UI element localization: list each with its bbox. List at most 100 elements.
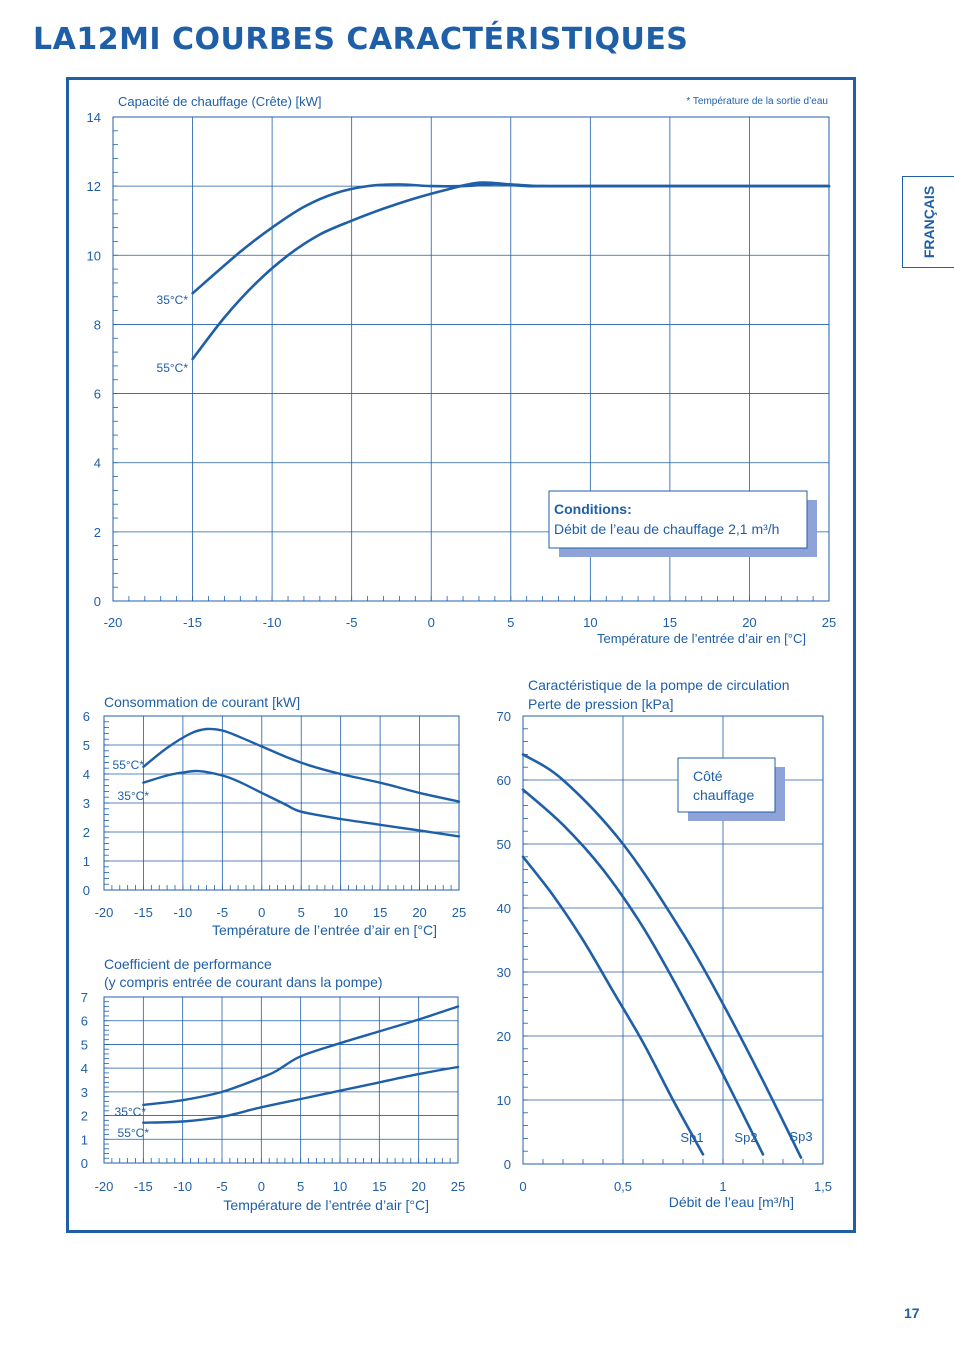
x-tick-label: 1,5: [814, 1179, 832, 1194]
x-tick-label: -20: [95, 905, 114, 920]
x-tick-label: 10: [333, 905, 347, 920]
x-tick-label: 0: [519, 1179, 526, 1194]
y-tick-label: 0: [504, 1157, 511, 1172]
x-tick-label: 5: [298, 905, 305, 920]
x-tick-label: 20: [412, 905, 426, 920]
chart-2: -20 -15 -10 -5 0 5 10 15 20 25 0 1 2 3 4 5 6 Consommation…: [83, 694, 466, 938]
y-tick-label: 0: [83, 883, 90, 898]
y-tick-label: 50: [497, 837, 511, 852]
y-tick-label: 40: [497, 901, 511, 916]
series-label: Sp1: [680, 1130, 703, 1145]
y-tick-label: 2: [83, 825, 90, 840]
y-tick-label: 6: [83, 709, 90, 724]
x-tick-label: 25: [452, 905, 466, 920]
x-tick-label: -15: [183, 615, 202, 630]
series-line-55c: [142, 1065, 460, 1124]
chart-frame: [66, 77, 856, 1233]
x-axis-label: Température de l’entrée d’air en [°C]: [597, 631, 806, 646]
series-label: 35°C*: [157, 293, 189, 307]
x-tick-label: 10: [583, 615, 597, 630]
y-tick-label: 4: [81, 1061, 88, 1076]
y-tick-label: 8: [94, 317, 101, 332]
series-label: 55°C*: [118, 1126, 150, 1140]
y-tick-label: 5: [81, 1037, 88, 1052]
info-box: [677, 757, 776, 813]
x-tick-label: 10: [333, 1179, 347, 1194]
series-label: Sp2: [734, 1130, 757, 1145]
y-tick-label: 1: [83, 854, 90, 869]
info-box: [548, 490, 808, 549]
y-tick-label: 70: [497, 709, 511, 724]
chart-subtitle: (y compris entrée de courant dans la pom…: [104, 974, 383, 990]
series-line-35c: [142, 1005, 460, 1107]
x-tick-label: -10: [173, 905, 192, 920]
x-tick-label: -10: [173, 1179, 192, 1194]
y-tick-label: 10: [497, 1093, 511, 1108]
page-title: LA12MI COURBES CARACTÉRISTIQUES: [33, 22, 689, 57]
y-tick-label: 7: [81, 990, 88, 1005]
x-axis-label: Température de l’entrée d’air [°C]: [223, 1197, 429, 1213]
series-line-55c: [142, 727, 461, 803]
page-number: 17: [904, 1305, 920, 1321]
y-tick-label: 12: [87, 179, 101, 194]
y-tick-label: 4: [83, 767, 90, 782]
y-tick-label: 0: [94, 594, 101, 609]
language-tab: FRANÇAIS: [902, 176, 954, 268]
x-tick-label: -10: [263, 615, 282, 630]
y-tick-label: 60: [497, 773, 511, 788]
y-tick-label: 6: [81, 1014, 88, 1029]
x-tick-label: -15: [134, 905, 153, 920]
conditions-text: Débit de l’eau de chauffage 2,1 m³/h: [554, 521, 779, 537]
x-tick-label: 1: [719, 1179, 726, 1194]
series-line-sp2: [521, 788, 765, 1156]
y-tick-label: 30: [497, 965, 511, 980]
y-tick-label: 3: [83, 796, 90, 811]
y-tick-label: 5: [83, 738, 90, 753]
x-tick-label: -15: [134, 1179, 153, 1194]
x-axis-label: Débit de l’eau [m³/h]: [669, 1194, 794, 1210]
series-label: 55°C*: [113, 758, 145, 772]
y-tick-label: 14: [87, 110, 101, 125]
chart-4: 0 0,5 1 1,5 0 10 20 30 40 50 60 70 Caractéristique d…: [497, 677, 833, 1210]
x-tick-label: -5: [216, 1179, 228, 1194]
x-tick-label: 0: [258, 1179, 265, 1194]
chart-title: Consommation de courant [kW]: [104, 694, 300, 710]
x-tick-label: 25: [822, 615, 836, 630]
y-tick-label: 0: [81, 1156, 88, 1171]
x-tick-label: 15: [663, 615, 677, 630]
series-line-sp1: [521, 855, 705, 1156]
y-tick-label: 3: [81, 1085, 88, 1100]
x-tick-label: 15: [372, 1179, 386, 1194]
x-tick-label: 0: [258, 905, 265, 920]
chart-3: -20 -15 -10 -5 0 5 10 15 20 25 0 1 2 3 4 5 6 7 Coefficient…: [81, 956, 465, 1213]
plot-area: [103, 996, 459, 1164]
legend-box-text: chauffage: [693, 787, 754, 803]
y-tick-label: 2: [81, 1109, 88, 1124]
chart-1: -20 -15 -10 -5 0 5 10 15 20 25 0 2 4 6 8 10 12 14 Capacité…: [87, 94, 837, 646]
plot-area: [103, 715, 460, 891]
x-tick-label: 20: [411, 1179, 425, 1194]
x-tick-label: -5: [346, 615, 358, 630]
series-line-sp3: [521, 753, 803, 1159]
y-tick-label: 10: [87, 248, 101, 263]
plot-area: [112, 116, 830, 602]
plot-area: [522, 715, 824, 1165]
x-tick-label: 5: [297, 1179, 304, 1194]
x-tick-label: 20: [742, 615, 756, 630]
series-line-55c: [191, 181, 831, 361]
chart-title: Caractéristique de la pompe de circulati…: [528, 677, 789, 693]
chart-title: Capacité de chauffage (Crête) [kW]: [118, 94, 322, 109]
x-tick-label: -20: [95, 1179, 114, 1194]
conditions-title: Conditions:: [554, 501, 632, 517]
y-tick-label: 20: [497, 1029, 511, 1044]
x-tick-label: 0: [428, 615, 435, 630]
chart-subtitle: Perte de pression [kPa]: [528, 696, 674, 712]
series-line-35c: [142, 769, 461, 838]
x-tick-label: -5: [217, 905, 229, 920]
y-tick-label: 1: [81, 1132, 88, 1147]
y-tick-label: 4: [94, 456, 101, 471]
x-axis-label: Température de l’entrée d’air en [°C]: [212, 922, 437, 938]
legend-box-text: Côté: [693, 768, 723, 784]
x-tick-label: -20: [104, 615, 123, 630]
